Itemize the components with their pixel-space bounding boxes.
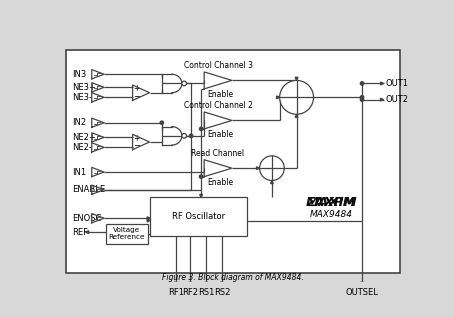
Text: RS1: RS1: [198, 288, 215, 297]
Polygon shape: [380, 98, 384, 101]
Circle shape: [280, 81, 314, 114]
Text: RF Oscillator: RF Oscillator: [172, 212, 225, 221]
Polygon shape: [147, 217, 150, 220]
Text: Enable: Enable: [207, 130, 233, 139]
Text: MAX9484: MAX9484: [310, 210, 353, 219]
Polygon shape: [380, 82, 384, 85]
Text: −: −: [133, 141, 140, 150]
Polygon shape: [189, 282, 192, 285]
Polygon shape: [174, 282, 177, 285]
Circle shape: [182, 81, 187, 86]
Text: NE2+: NE2+: [72, 133, 95, 142]
Text: NE2-: NE2-: [72, 143, 92, 152]
Text: MAXIM: MAXIM: [306, 196, 357, 209]
Circle shape: [360, 82, 364, 85]
Text: Voltage
Reference: Voltage Reference: [109, 227, 145, 240]
Polygon shape: [200, 194, 202, 197]
Text: ENOSC: ENOSC: [72, 214, 101, 223]
Polygon shape: [276, 96, 280, 99]
Text: OUT2: OUT2: [385, 95, 408, 104]
Text: −: −: [133, 92, 140, 101]
Circle shape: [189, 134, 193, 138]
Text: Control Channel 3: Control Channel 3: [183, 61, 252, 70]
Bar: [150, 197, 247, 236]
Text: OUTSEL: OUTSEL: [345, 288, 379, 297]
Polygon shape: [257, 167, 260, 170]
Text: Read Channel: Read Channel: [192, 149, 245, 158]
Text: RF2: RF2: [183, 288, 198, 297]
Polygon shape: [360, 282, 363, 285]
Text: Enable: Enable: [207, 178, 233, 187]
Polygon shape: [271, 180, 273, 184]
Polygon shape: [221, 282, 223, 285]
Circle shape: [260, 156, 284, 180]
Polygon shape: [295, 114, 298, 117]
Polygon shape: [205, 282, 208, 285]
Text: NE3+: NE3+: [72, 83, 96, 92]
Text: IN2: IN2: [72, 118, 86, 127]
Polygon shape: [147, 219, 150, 222]
Circle shape: [199, 175, 203, 178]
Text: +: +: [133, 84, 140, 94]
Text: RF1: RF1: [168, 288, 184, 297]
Text: NE3-: NE3-: [72, 93, 92, 102]
Text: IN1: IN1: [72, 167, 86, 177]
Text: +: +: [133, 134, 140, 143]
Text: REF: REF: [72, 228, 88, 236]
Text: IN3: IN3: [72, 70, 86, 79]
Text: OUT1: OUT1: [385, 79, 408, 88]
Text: RS2: RS2: [214, 288, 230, 297]
Text: Control Channel 2: Control Channel 2: [183, 101, 252, 110]
Circle shape: [360, 98, 364, 101]
Circle shape: [160, 121, 163, 125]
Circle shape: [182, 133, 187, 138]
Circle shape: [360, 96, 364, 99]
Text: ENABLE: ENABLE: [72, 185, 105, 194]
Text: ΣAXΡΜ: ΣAXΡΜ: [306, 196, 356, 209]
Polygon shape: [86, 231, 89, 233]
Polygon shape: [295, 77, 298, 81]
Text: Figure 3. Block diagram of MAX9484.: Figure 3. Block diagram of MAX9484.: [162, 273, 304, 282]
Text: Enable: Enable: [207, 90, 233, 100]
Circle shape: [199, 127, 203, 131]
Bar: [106, 223, 148, 244]
